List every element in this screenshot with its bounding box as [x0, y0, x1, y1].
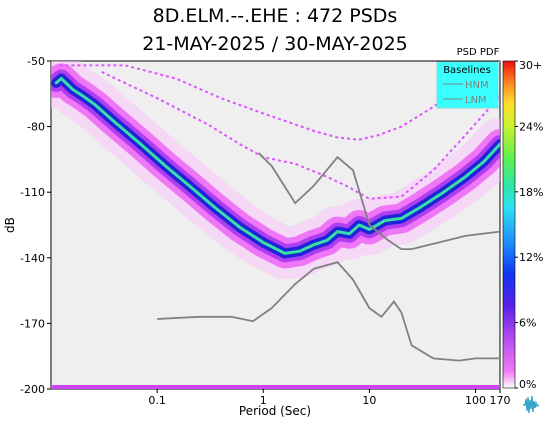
x-tick-label: 1: [260, 394, 267, 407]
legend-box: [436, 61, 499, 109]
legend-entry-lnm: LNM: [465, 95, 487, 106]
baseline-line-1: [157, 261, 500, 362]
legend: Baselines HNM LNM: [436, 61, 499, 109]
x-axis-label: Period (Sec): [239, 404, 311, 418]
chart-title-date-range: 21-MAY-2025 / 30-MAY-2025: [142, 33, 408, 55]
colorbar-tick-label: 12%: [519, 251, 543, 264]
colorbar-tick-label: 6%: [519, 317, 536, 330]
waveform-logo-icon: [521, 393, 541, 415]
chart-title-station: 8D.ELM.--.EHE : 472 PSDs: [152, 5, 398, 27]
colorbar-tick-label: 24%: [519, 120, 543, 133]
y-axis-label: dB: [3, 217, 17, 233]
legend-entry-hnm: HNM: [465, 80, 489, 91]
x-tick-label: 170: [490, 394, 511, 407]
colorbar-title: PSD PDF: [457, 47, 500, 58]
psd-mode-line: [54, 77, 500, 255]
colorbar-ticks: 0% 6% 12% 18% 24% 30+: [515, 59, 543, 391]
plot-content: [51, 61, 500, 389]
y-tick-label: -50: [27, 55, 45, 68]
y-axis-ticks: -50 -80 -110 -140 -170 -200: [20, 55, 51, 396]
y-tick-label: -200: [20, 383, 45, 396]
y-tick-label: -140: [20, 252, 45, 265]
y-tick-label: -80: [27, 121, 45, 134]
y-tick-label: -110: [20, 186, 45, 199]
y-tick-label: -170: [20, 317, 45, 330]
x-tick-label: 10: [362, 394, 376, 407]
colorbar-tick-label: 18%: [519, 186, 543, 199]
x-tick-label: 100: [465, 394, 486, 407]
x-axis-ticks: 0.1 1 10 100 170: [148, 389, 511, 407]
colorbar: [502, 60, 516, 389]
legend-title: Baselines: [443, 65, 491, 76]
colorbar-tick-label: 30+: [519, 59, 542, 72]
noise-model-curve-0: [59, 61, 500, 141]
psd-floor-band: [51, 385, 500, 389]
colorbar-tick-label: 0%: [519, 378, 536, 391]
baseline-line-0: [257, 152, 500, 250]
x-tick-label: 0.1: [148, 394, 166, 407]
